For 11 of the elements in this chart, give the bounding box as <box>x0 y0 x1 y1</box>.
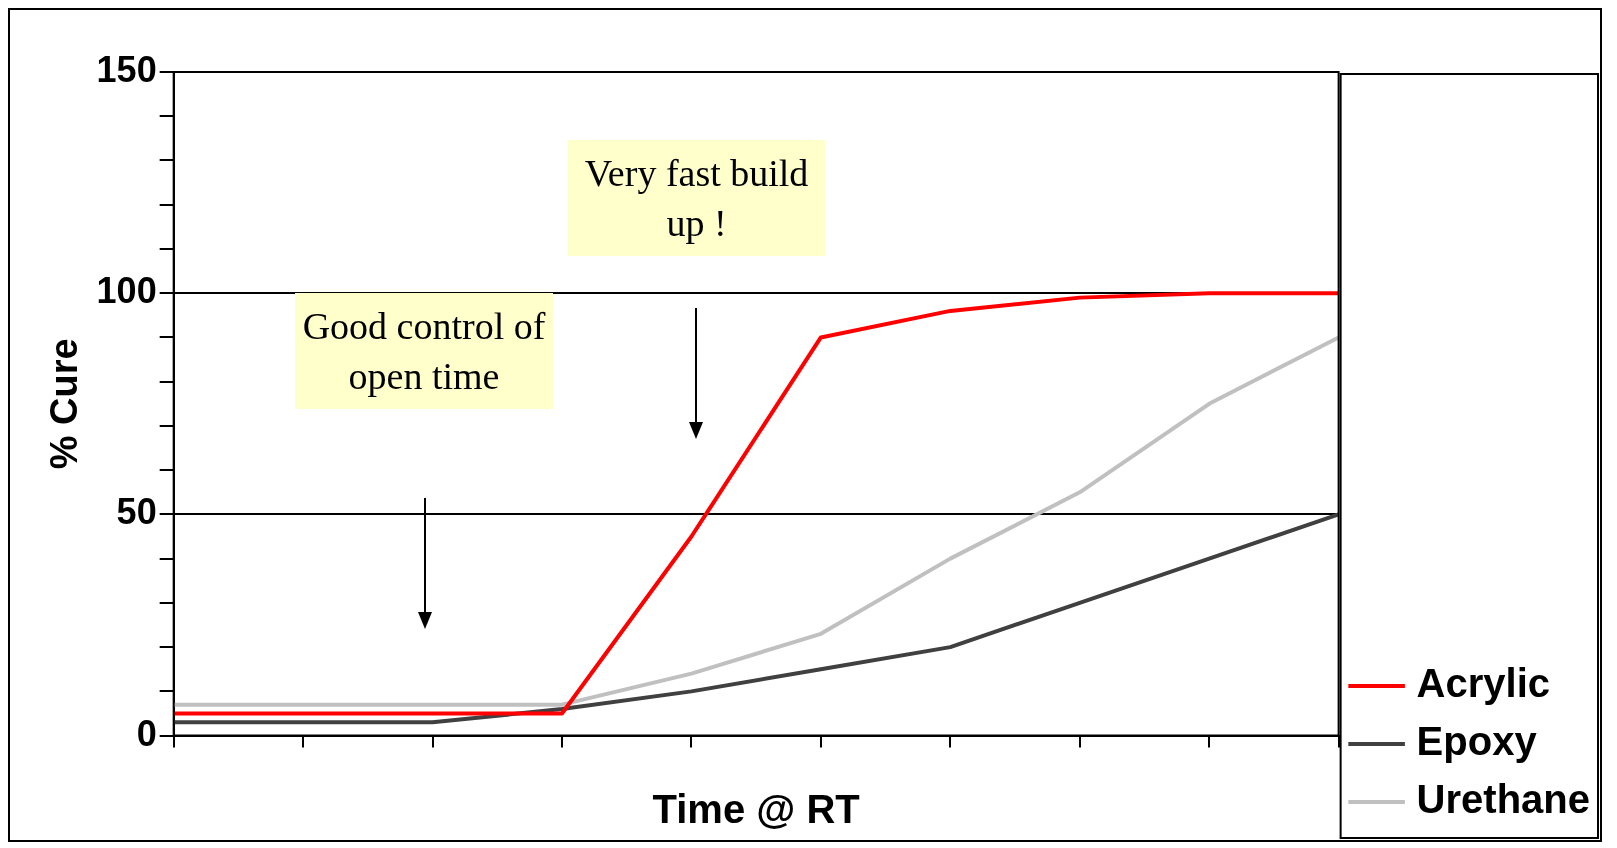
annotation: Very fast build up ! <box>568 140 825 256</box>
y-tick-label: 100 <box>96 270 157 312</box>
x-axis-title: Time @ RT <box>652 787 860 832</box>
legend-label: Urethane <box>1416 777 1591 822</box>
y-tick-label: 0 <box>136 712 157 754</box>
legend-label: Epoxy <box>1416 719 1538 764</box>
annotation: Good control of open time <box>295 293 553 409</box>
y-axis-title: % Cure <box>43 338 86 470</box>
legend-label: Acrylic <box>1416 661 1551 706</box>
y-tick-label: 150 <box>96 48 157 90</box>
y-tick-label: 50 <box>116 491 157 533</box>
